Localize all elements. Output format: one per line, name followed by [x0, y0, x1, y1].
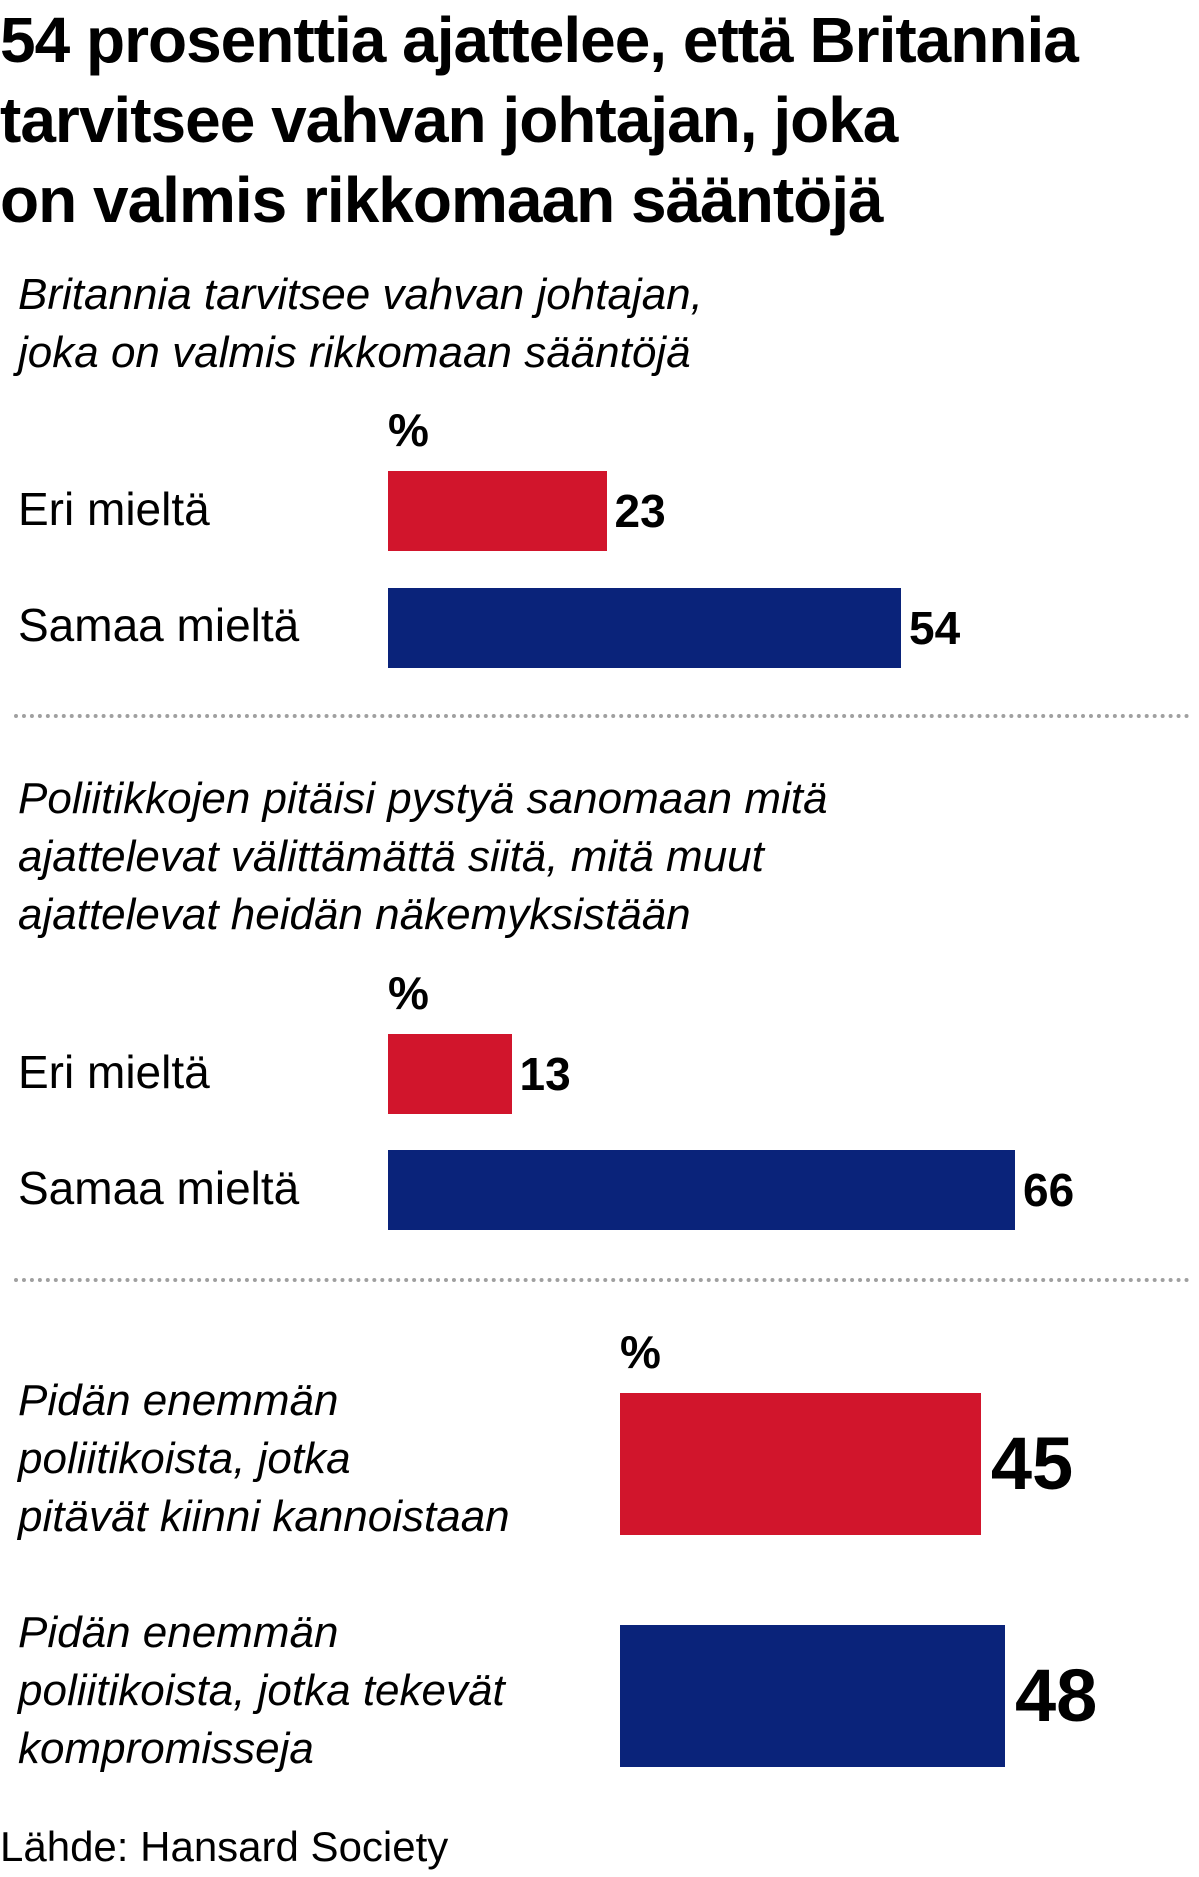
panel-2-label-disagree: Eri mieltä: [18, 1046, 210, 1098]
panel-1-bar-disagree: [388, 471, 607, 551]
panel-3-bar-compromise: [620, 1625, 1005, 1767]
panel-1-unit: %: [388, 404, 429, 456]
panel-divider-2: [14, 1278, 1190, 1282]
panel-3-value-stand-firm: 45: [990, 1422, 1074, 1505]
panel-2-label-agree: Samaa mieltä: [18, 1162, 300, 1214]
panel-1-label-disagree: Eri mieltä: [18, 483, 210, 535]
panel-3-label-stand-firm: Pidän enemmän poliitikoista, jotka pitäv…: [18, 1376, 510, 1541]
panel-2-bar-disagree: [388, 1034, 512, 1114]
panel-1-value-disagree: 23: [614, 485, 666, 537]
panel-2-value-agree: 66: [1023, 1164, 1075, 1216]
panel-1-title: Britannia tarvitsee vahvan johtajan, jok…: [18, 270, 703, 377]
panel-1-bar-agree: [388, 588, 901, 668]
panel-2-title: Poliitikkojen pitäisi pystyä sanomaan mi…: [18, 774, 828, 939]
panel-2-value-disagree: 13: [519, 1048, 571, 1100]
panel-divider-1: [14, 714, 1190, 718]
panel-2-bar-agree: [388, 1150, 1015, 1230]
panel-3-unit: %: [620, 1326, 661, 1378]
panel-1-label-agree: Samaa mieltä: [18, 599, 300, 651]
source-note: Lähde: Hansard Society: [0, 1823, 449, 1870]
panel-3-value-compromise: 48: [1014, 1654, 1098, 1737]
panel-1-value-agree: 54: [909, 602, 961, 654]
panel-3-label-compromise: Pidän enemmän poliitikoista, jotka tekev…: [18, 1608, 505, 1773]
panel-3-bar-stand-firm: [620, 1393, 981, 1535]
chart-title: 54 prosenttia ajattelee, että Britannia …: [0, 4, 1079, 236]
panel-2-unit: %: [388, 967, 429, 1019]
